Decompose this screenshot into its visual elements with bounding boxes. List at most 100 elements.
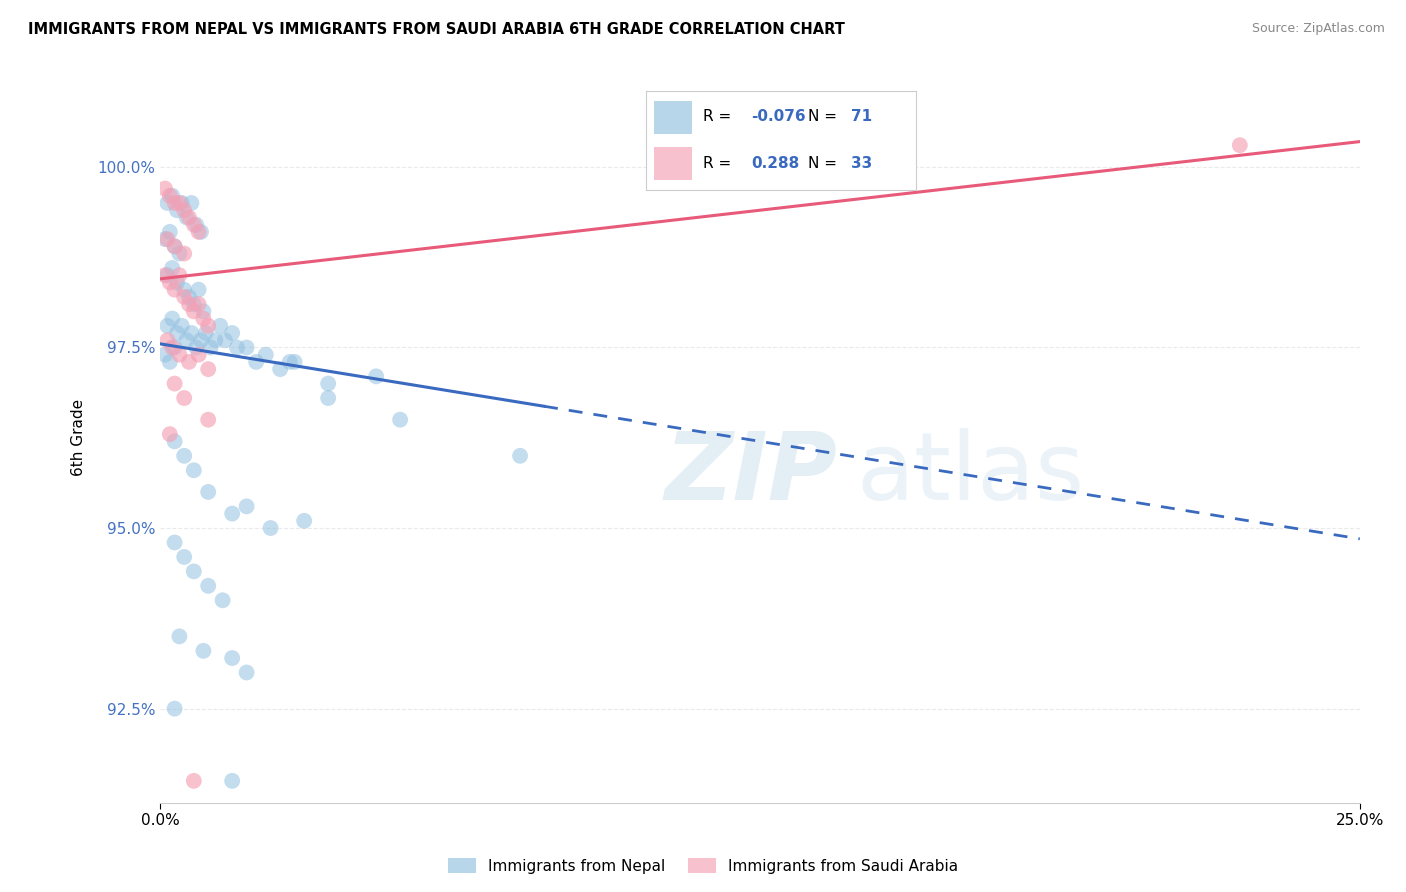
Point — [166, 203, 188, 218]
Point — [160, 260, 183, 275]
Point — [180, 326, 202, 340]
Point — [221, 651, 243, 665]
Point — [160, 341, 183, 355]
Point — [226, 341, 249, 355]
Point — [173, 549, 195, 564]
Point — [173, 391, 195, 405]
Point — [197, 318, 219, 333]
Point — [187, 297, 209, 311]
Point — [163, 434, 186, 449]
Legend: Immigrants from Nepal, Immigrants from Saudi Arabia: Immigrants from Nepal, Immigrants from S… — [441, 852, 965, 880]
Point — [170, 196, 193, 211]
Point — [509, 449, 531, 463]
Point — [170, 318, 193, 333]
Point — [183, 297, 205, 311]
Point — [259, 521, 281, 535]
Point — [269, 362, 291, 376]
Point — [183, 565, 205, 579]
Point — [389, 413, 412, 427]
Point — [197, 484, 219, 499]
Point — [221, 773, 243, 788]
Point — [159, 188, 181, 202]
Point — [177, 211, 200, 225]
Text: Source: ZipAtlas.com: Source: ZipAtlas.com — [1251, 22, 1385, 36]
Point — [183, 773, 205, 788]
Point — [176, 211, 198, 225]
Point — [254, 348, 277, 362]
Point — [366, 369, 388, 384]
Point — [153, 232, 176, 246]
Point — [193, 311, 215, 326]
Point — [197, 579, 219, 593]
Point — [163, 239, 186, 253]
Point — [166, 326, 188, 340]
Point — [169, 268, 191, 283]
Point — [156, 333, 179, 347]
Point — [278, 355, 301, 369]
Point — [156, 232, 179, 246]
Point — [177, 297, 200, 311]
Point — [156, 268, 179, 283]
Point — [159, 276, 181, 290]
Point — [173, 290, 195, 304]
Point — [173, 246, 195, 260]
Point — [176, 333, 198, 347]
Point — [235, 341, 257, 355]
Point — [209, 318, 232, 333]
Point — [221, 507, 243, 521]
Point — [173, 449, 195, 463]
Point — [166, 276, 188, 290]
Point — [292, 514, 315, 528]
Point — [160, 188, 183, 202]
Point — [235, 500, 257, 514]
Point — [187, 348, 209, 362]
Point — [1229, 138, 1251, 153]
Point — [183, 463, 205, 477]
Point — [183, 304, 205, 318]
Point — [211, 593, 233, 607]
Y-axis label: 6th Grade: 6th Grade — [72, 400, 86, 476]
Point — [163, 196, 186, 211]
Point — [159, 427, 181, 442]
Text: IMMIGRANTS FROM NEPAL VS IMMIGRANTS FROM SAUDI ARABIA 6TH GRADE CORRELATION CHAR: IMMIGRANTS FROM NEPAL VS IMMIGRANTS FROM… — [28, 22, 845, 37]
Point — [187, 225, 209, 239]
Point — [194, 326, 217, 340]
Text: ZIP: ZIP — [664, 428, 837, 520]
Point — [190, 333, 212, 347]
Point — [197, 413, 219, 427]
Point — [204, 333, 226, 347]
Point — [284, 355, 307, 369]
Point — [186, 218, 208, 232]
Point — [180, 196, 202, 211]
Point — [235, 665, 257, 680]
Point — [173, 283, 195, 297]
Point — [245, 355, 267, 369]
Point — [156, 196, 179, 211]
Point — [169, 348, 191, 362]
Point — [163, 376, 186, 391]
Point — [177, 355, 200, 369]
Point — [163, 701, 186, 715]
Point — [214, 333, 236, 347]
Point — [183, 218, 205, 232]
Point — [169, 196, 191, 211]
Point — [316, 391, 339, 405]
Point — [163, 239, 186, 253]
Point — [153, 181, 176, 195]
Point — [190, 225, 212, 239]
Point — [156, 318, 179, 333]
Point — [193, 644, 215, 658]
Point — [153, 348, 176, 362]
Point — [159, 355, 181, 369]
Point — [169, 629, 191, 643]
Point — [316, 376, 339, 391]
Point — [221, 326, 243, 340]
Point — [169, 246, 191, 260]
Point — [186, 341, 208, 355]
Point — [193, 304, 215, 318]
Point — [173, 203, 195, 218]
Point — [163, 341, 186, 355]
Point — [200, 341, 222, 355]
Point — [153, 268, 176, 283]
Point — [197, 362, 219, 376]
